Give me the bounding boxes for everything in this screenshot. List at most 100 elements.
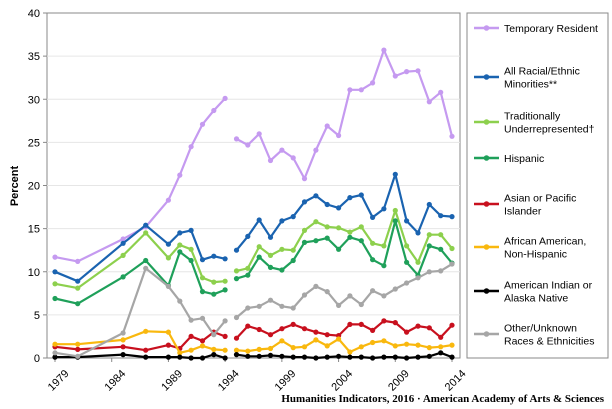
data-point (426, 345, 432, 351)
y-tick-label: 5 (34, 310, 40, 322)
data-point (177, 350, 183, 356)
y-tick-label: 0 (34, 353, 40, 365)
x-tick-label: 1994 (216, 368, 242, 394)
data-point (336, 353, 342, 359)
y-tick-label: 15 (28, 224, 40, 236)
x-tick-label: 1979 (46, 368, 72, 394)
series-line (54, 97, 226, 263)
data-point (404, 218, 410, 224)
series-line (54, 224, 226, 283)
data-point (415, 342, 421, 348)
data-point (370, 355, 376, 361)
data-point (279, 218, 285, 224)
data-point (75, 341, 81, 347)
data-point (233, 247, 240, 253)
data-point (449, 133, 455, 139)
data-point (52, 281, 58, 287)
data-point (165, 255, 171, 261)
data-point (143, 265, 149, 271)
legend-marker (483, 244, 490, 250)
data-point (324, 332, 330, 338)
data-point (188, 257, 194, 264)
data-point (301, 199, 308, 205)
y-axis-title: Percent (9, 165, 21, 206)
data-point (279, 353, 285, 359)
data-point (222, 256, 228, 262)
data-point (313, 337, 319, 343)
data-point (392, 286, 398, 292)
data-point (438, 334, 444, 340)
data-point (245, 233, 251, 239)
legend-label: Hispanic (504, 153, 544, 165)
data-point (336, 302, 342, 308)
data-point (267, 264, 274, 270)
data-point (336, 132, 342, 139)
data-point (358, 224, 364, 230)
data-point (199, 257, 206, 263)
data-point (222, 287, 228, 293)
data-point (222, 278, 228, 284)
data-point (188, 317, 194, 323)
data-point (438, 268, 444, 274)
legend-label-line: Other/Unknown (504, 323, 577, 335)
data-point (222, 318, 228, 324)
legend-label: All Racial/Ethnic Minorities** (504, 66, 580, 91)
data-point (199, 355, 206, 361)
data-point (52, 350, 58, 356)
data-point (279, 326, 285, 332)
data-point (267, 332, 274, 338)
data-point (290, 345, 296, 351)
data-point (279, 246, 285, 252)
data-point (52, 354, 58, 360)
data-point (279, 338, 285, 344)
legend-label-line: Islander (504, 206, 542, 218)
data-point (188, 333, 194, 339)
data-point (211, 332, 217, 338)
data-point (211, 352, 217, 358)
data-point (449, 342, 455, 348)
data-point (324, 201, 330, 208)
data-point (52, 295, 58, 302)
data-point (426, 232, 432, 238)
data-point (392, 171, 398, 177)
data-point (449, 245, 455, 252)
data-point (438, 232, 444, 238)
data-point (120, 330, 126, 336)
data-point (404, 341, 410, 347)
data-point (324, 289, 330, 295)
data-point (267, 252, 274, 258)
data-point (290, 247, 296, 253)
data-point (177, 172, 183, 178)
data-point (75, 258, 81, 264)
data-point (290, 354, 296, 360)
data-point (438, 350, 444, 356)
legend-label-line: Asian or Pacific (504, 193, 576, 205)
series-7 (52, 261, 455, 359)
data-point (392, 73, 398, 79)
data-point (392, 343, 398, 349)
data-point (370, 257, 376, 263)
data-point (188, 347, 194, 353)
legend-label-line: African American, (504, 236, 586, 248)
data-point (245, 323, 251, 329)
data-point (370, 288, 376, 294)
data-point (347, 293, 353, 299)
data-point (370, 80, 376, 86)
data-point (75, 285, 81, 291)
data-point (199, 338, 206, 344)
data-point (290, 214, 296, 220)
series-line (54, 267, 226, 358)
data-point (358, 192, 364, 198)
data-point (426, 325, 432, 331)
y-tick-label: 40 (28, 8, 40, 20)
y-tick-label: 20 (28, 181, 40, 193)
data-point (370, 339, 376, 346)
data-point (347, 349, 353, 355)
data-point (267, 157, 274, 164)
data-point (381, 206, 387, 212)
data-point (143, 347, 149, 353)
legend-label: Asian or Pacific Islander (504, 193, 576, 218)
data-point (404, 259, 410, 265)
data-point (256, 326, 262, 333)
